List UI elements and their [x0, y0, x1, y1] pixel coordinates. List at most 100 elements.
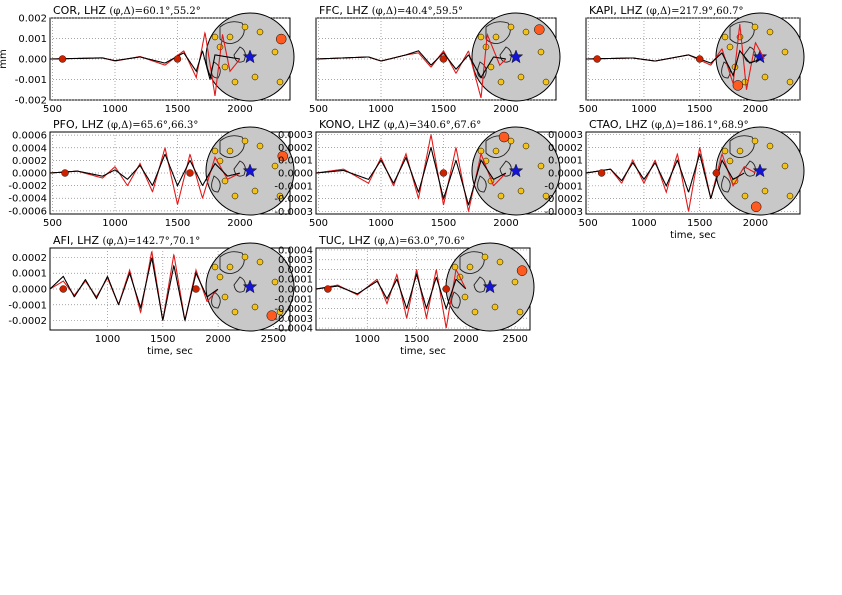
panel-title: FFC, LHZ (φ,Δ)=40.4°,59.5°: [319, 4, 463, 17]
x-tick-label: 500: [43, 218, 62, 229]
y-tick-label: -0.0001: [8, 300, 47, 311]
observed-trace: [50, 256, 219, 322]
station-marker: [517, 187, 525, 195]
y-tick-label: 0.0000: [12, 285, 47, 296]
epicenter-star-icon: [242, 49, 258, 64]
station-marker: [226, 263, 234, 271]
y-tick-label: -0.0002: [544, 194, 583, 205]
x-tick-label: 1000: [355, 334, 380, 345]
station-marker: [766, 142, 774, 150]
panel-ffc: 500 1000 1500 2000 FFC, LHZ (φ,Δ)=40.4°,59.5…: [309, 4, 561, 115]
y-tick-label: -0.0002: [8, 181, 47, 192]
station-marker: [721, 33, 729, 41]
station-marker: [751, 23, 759, 31]
x-tick-label: 1500: [431, 104, 456, 115]
target-station-marker: [534, 24, 545, 35]
station-marker: [761, 73, 769, 81]
y-tick-label: -0.0004: [274, 324, 313, 335]
station-marker: [477, 33, 485, 41]
target-station-marker: [275, 33, 287, 45]
x-tick-label: 500: [309, 104, 328, 115]
globe-map: [205, 12, 295, 102]
x-tick-label: 1000: [102, 104, 127, 115]
y-tick-label: 0.0003: [278, 255, 313, 266]
station-marker: [241, 23, 249, 31]
observed-trace: [316, 146, 507, 206]
station-marker: [496, 258, 504, 266]
y-tick-label: 0.0001: [278, 275, 313, 286]
epicenter-star-icon: [508, 49, 524, 64]
y-tick-label: 0.0004: [278, 245, 313, 256]
station-marker: [226, 147, 234, 155]
panel-title: AFI, LHZ (φ,Δ)=142.7°,70.1°: [53, 234, 200, 247]
globe-map: [715, 126, 805, 216]
x-tick-label: 1500: [404, 334, 429, 345]
x-tick-label: 1500: [150, 334, 175, 345]
station-marker: [781, 48, 789, 56]
station-marker: [522, 28, 530, 36]
station-marker: [271, 48, 279, 56]
y-tick-label: -0.0003: [274, 207, 313, 218]
target-station-marker: [732, 80, 744, 91]
station-marker: [517, 73, 525, 81]
station-marker: [761, 187, 769, 195]
y-tick-label: -0.002: [15, 96, 47, 107]
station-marker: [251, 187, 259, 195]
target-station-marker: [750, 201, 762, 213]
globe-map: [205, 242, 295, 332]
x-tick-label: 2000: [493, 218, 518, 229]
station-marker: [726, 157, 734, 165]
station-marker: [276, 78, 284, 86]
x-tick-label: 1000: [631, 104, 656, 115]
epicenter-star-icon: [242, 163, 258, 178]
station-marker: [466, 263, 474, 271]
panel-cor: 500 1000 1500 2000 0.002 0.001 0.000 -0.001 -0.0…: [0, 4, 295, 115]
epicenter-star-icon: [242, 279, 258, 294]
y-tick-label: 0.0002: [278, 265, 313, 276]
y-tick-label: 0.0003: [548, 130, 583, 141]
station-marker: [211, 263, 219, 271]
station-marker: [451, 263, 459, 271]
y-tick-label: -0.0001: [274, 181, 313, 192]
x-tick-label: 1000: [368, 218, 393, 229]
arrival-marker: [695, 55, 704, 63]
epicenter-star-icon: [752, 163, 768, 178]
y-tick-label: -0.0002: [8, 316, 47, 327]
epicenter-star-icon: [482, 279, 498, 294]
y-axis-label: mm: [0, 49, 9, 68]
observed-trace: [50, 50, 240, 81]
station-marker: [751, 137, 759, 145]
station-marker: [271, 162, 279, 170]
y-tick-label: -0.0006: [8, 206, 47, 217]
x-tick-label: 1000: [102, 218, 127, 229]
x-tick-label: 2000: [493, 104, 518, 115]
globe-map: [471, 12, 561, 102]
station-marker: [221, 63, 229, 71]
station-marker: [721, 147, 729, 155]
x-axis-label: time, sec: [670, 230, 716, 241]
station-marker: [231, 78, 239, 86]
station-marker: [516, 308, 524, 316]
y-tick-label: -0.0003: [274, 314, 313, 325]
station-marker: [497, 192, 505, 200]
x-tick-label: 2500: [502, 334, 527, 345]
station-marker: [221, 293, 229, 301]
y-tick-label: -0.001: [15, 75, 47, 86]
panel-title: COR, LHZ (φ,Δ)=60.1°,55.2°: [53, 4, 201, 17]
station-marker: [256, 142, 264, 150]
arrival-marker: [58, 55, 67, 63]
x-tick-label: 2000: [227, 218, 252, 229]
y-tick-label: 0.0002: [12, 156, 47, 167]
station-marker: [491, 303, 499, 311]
x-tick-label: 1500: [687, 218, 712, 229]
station-marker: [461, 293, 469, 301]
y-tick-label: 0.0001: [548, 156, 583, 167]
arrival-marker: [593, 55, 601, 63]
x-tick-label: 2000: [743, 218, 768, 229]
station-marker: [276, 192, 284, 200]
x-tick-label: 500: [579, 218, 598, 229]
station-marker: [522, 142, 530, 150]
station-marker: [216, 273, 224, 281]
station-marker: [507, 23, 515, 31]
x-tick-label: 2500: [261, 334, 286, 345]
